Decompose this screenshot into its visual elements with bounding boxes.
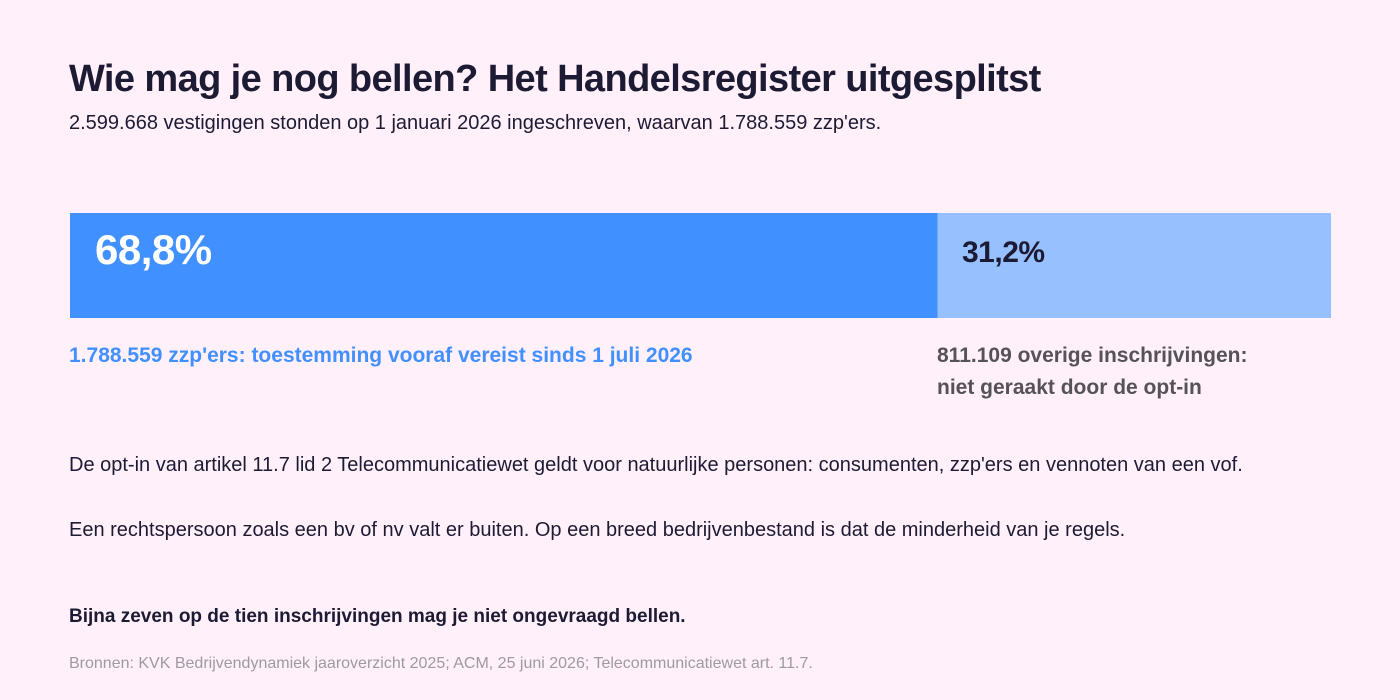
conclusion-text: Bijna zeven op de tien inschrijvingen ma… [69,606,686,627]
segment-caption-overig-line-2: niet geraakt door de opt-in [937,376,1202,399]
segment-caption-overig-line-1: 811.109 overige inschrijvingen: [937,344,1248,367]
chart-subtitle: 2.599.668 vestigingen stonden op 1 janua… [69,112,882,134]
chart-title: Wie mag je nog bellen? Het Handelsregist… [69,58,1041,100]
segment-percent-label-zzp: 68,8% [95,226,212,273]
segment-percent-label-overig: 31,2% [962,236,1045,269]
segment-caption-zzp: 1.788.559 zzp'ers: toestemming vooraf ve… [69,344,693,367]
body-paragraph-opt-in: De opt-in van artikel 11.7 lid 2 Telecom… [69,454,1243,476]
bar-segment-overig [937,213,1331,318]
stacked-bar-chart [70,213,1331,318]
segment-caption-overig: 811.109 overige inschrijvingen: niet ger… [937,340,1337,404]
body-paragraph-rechtspersoon: Een rechtspersoon zoals een bv of nv val… [69,519,1126,541]
sources-footnote: Bronnen: KVK Bedrijvendynamiek jaaroverz… [69,655,813,672]
bar-segment-zzp [70,213,938,318]
